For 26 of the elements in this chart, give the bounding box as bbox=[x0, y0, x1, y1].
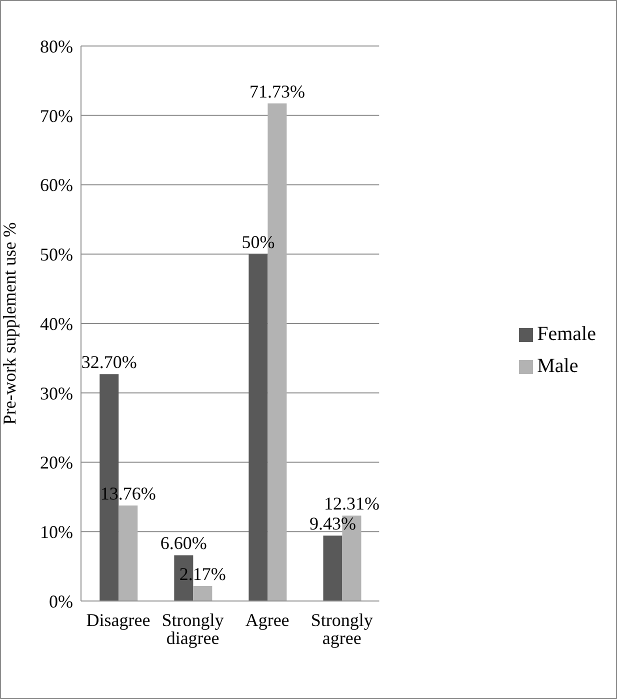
y-axis-title: Pre-work supplement use % bbox=[0, 222, 20, 425]
y-tick-label: 10% bbox=[40, 522, 73, 542]
data-label: 6.60% bbox=[160, 533, 207, 554]
legend-label: Female bbox=[537, 322, 596, 344]
bar bbox=[193, 586, 212, 601]
y-tick-label: 70% bbox=[40, 106, 73, 126]
data-label: 9.43% bbox=[309, 514, 356, 534]
x-tick-label: Agree bbox=[245, 610, 290, 630]
data-label: 12.31% bbox=[324, 494, 380, 514]
y-tick-label: 80% bbox=[40, 36, 73, 56]
data-label: 32.70% bbox=[81, 352, 137, 372]
y-tick-label: 60% bbox=[40, 175, 73, 196]
bar bbox=[323, 536, 342, 601]
legend-label: Male bbox=[537, 354, 578, 376]
data-label: 50% bbox=[242, 232, 275, 252]
y-tick-label: 0% bbox=[49, 591, 73, 612]
data-label: 71.73% bbox=[249, 81, 305, 102]
y-tick-label: 50% bbox=[40, 244, 73, 265]
y-tick-label: 40% bbox=[40, 314, 73, 334]
x-tick-label: Disagree bbox=[86, 610, 150, 630]
bar bbox=[118, 506, 138, 601]
y-tick-label: 20% bbox=[40, 452, 73, 473]
x-tick-label: Strongly agree bbox=[310, 610, 373, 648]
y-tick-label: 30% bbox=[40, 383, 73, 404]
x-tick-label: Strongly diagree bbox=[162, 610, 224, 648]
bar bbox=[248, 254, 268, 601]
